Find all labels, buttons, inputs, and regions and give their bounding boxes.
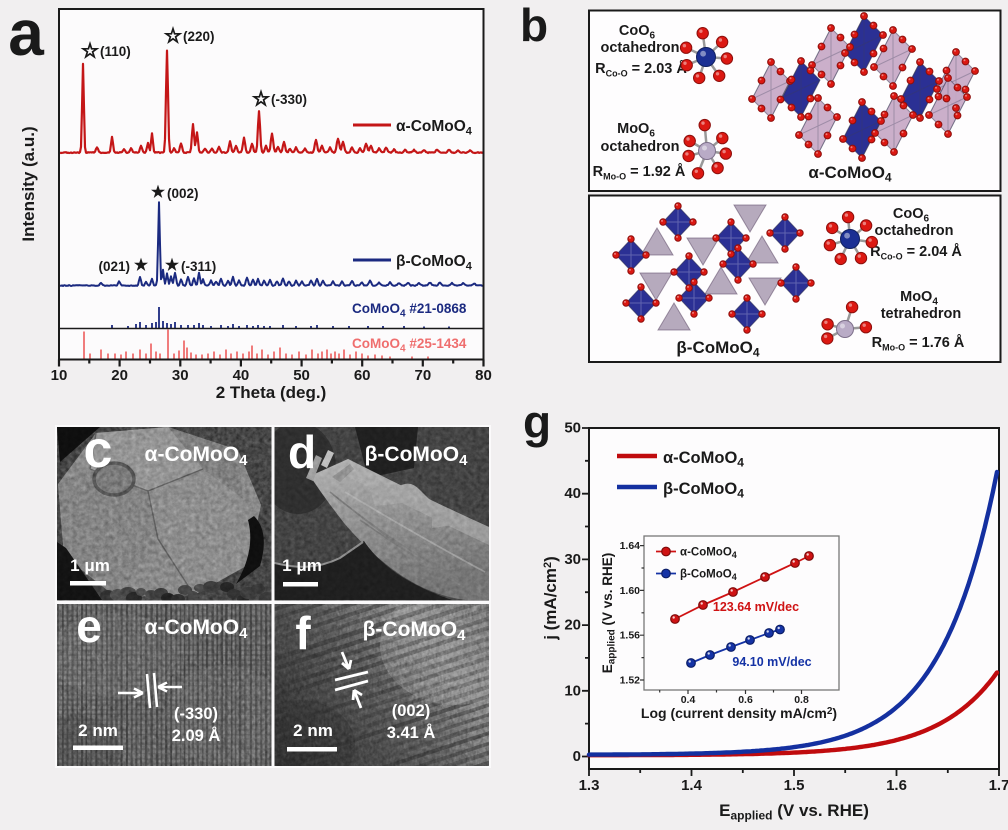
svg-text:1 μm: 1 μm bbox=[70, 556, 110, 575]
svg-text:α-CoMoO4: α-CoMoO4 bbox=[145, 443, 249, 469]
svg-text:octahedron: octahedron bbox=[875, 223, 954, 239]
svg-text:10: 10 bbox=[51, 367, 68, 384]
svg-text:α-CoMoO4: α-CoMoO4 bbox=[808, 163, 892, 185]
svg-text:c: c bbox=[84, 421, 113, 479]
svg-text:40: 40 bbox=[233, 367, 250, 384]
svg-text:10: 10 bbox=[564, 682, 581, 699]
svg-text:1.6: 1.6 bbox=[886, 777, 907, 794]
svg-text:CoMoO4 #25-1434: CoMoO4 #25-1434 bbox=[352, 336, 467, 355]
svg-text:50: 50 bbox=[564, 420, 581, 437]
svg-text:1.4: 1.4 bbox=[681, 777, 703, 794]
svg-text:tetrahedron: tetrahedron bbox=[881, 306, 962, 322]
svg-text:20: 20 bbox=[564, 617, 581, 634]
svg-text:20: 20 bbox=[111, 367, 128, 384]
svg-text:Log (current density mA/cm2): Log (current density mA/cm2) bbox=[641, 705, 837, 721]
svg-text:(002): (002) bbox=[167, 186, 199, 201]
svg-text:70: 70 bbox=[414, 367, 431, 384]
svg-text:3.41 Å: 3.41 Å bbox=[387, 723, 436, 742]
svg-text:d: d bbox=[288, 426, 316, 478]
svg-text:α-CoMoO4: α-CoMoO4 bbox=[680, 547, 737, 561]
svg-text:RMo-O = 1.92 Å: RMo-O = 1.92 Å bbox=[593, 163, 686, 182]
svg-text:(002): (002) bbox=[392, 702, 431, 720]
svg-text:f: f bbox=[295, 607, 311, 659]
svg-text:50: 50 bbox=[293, 367, 310, 384]
svg-text:CoMoO4 #21-0868: CoMoO4 #21-0868 bbox=[352, 301, 467, 320]
svg-text:40: 40 bbox=[564, 485, 581, 502]
svg-text:α-CoMoO4: α-CoMoO4 bbox=[663, 449, 744, 470]
svg-text:g: g bbox=[523, 396, 551, 448]
svg-text:2.09 Å: 2.09 Å bbox=[172, 726, 221, 745]
svg-text:(220): (220) bbox=[183, 29, 215, 44]
svg-text:β-CoMoO4: β-CoMoO4 bbox=[663, 480, 744, 501]
svg-text:0.8: 0.8 bbox=[794, 694, 809, 706]
svg-text:octahedron: octahedron bbox=[601, 139, 680, 155]
svg-text:β-CoMoO4: β-CoMoO4 bbox=[676, 338, 759, 360]
svg-text:(-330): (-330) bbox=[174, 705, 218, 723]
svg-text:MoO6: MoO6 bbox=[617, 121, 655, 140]
svg-text:α-CoMoO4: α-CoMoO4 bbox=[396, 118, 473, 138]
svg-text:1.5: 1.5 bbox=[784, 777, 805, 794]
svg-text:1.7: 1.7 bbox=[989, 777, 1008, 794]
svg-text:0.4: 0.4 bbox=[681, 694, 696, 706]
svg-text:30: 30 bbox=[564, 551, 581, 568]
svg-text:Intensity (a.u.): Intensity (a.u.) bbox=[19, 126, 38, 241]
svg-text:α-CoMoO4: α-CoMoO4 bbox=[145, 616, 249, 642]
svg-text:CoO6: CoO6 bbox=[619, 23, 656, 42]
svg-text:Eapplied (V vs. RHE): Eapplied (V vs. RHE) bbox=[719, 801, 869, 823]
svg-text:2 nm: 2 nm bbox=[78, 721, 118, 740]
svg-text:60: 60 bbox=[354, 367, 371, 384]
svg-text:0.6: 0.6 bbox=[738, 694, 753, 706]
svg-text:2 nm: 2 nm bbox=[293, 721, 333, 740]
svg-text:(-330): (-330) bbox=[271, 92, 307, 107]
svg-text:(-311): (-311) bbox=[181, 259, 216, 274]
svg-text:1.3: 1.3 bbox=[579, 777, 600, 794]
svg-text:94.10 mV/dec: 94.10 mV/dec bbox=[732, 655, 811, 669]
svg-text:(021): (021) bbox=[98, 259, 130, 274]
svg-text:β-CoMoO4: β-CoMoO4 bbox=[680, 569, 737, 583]
svg-text:octahedron: octahedron bbox=[601, 40, 680, 56]
svg-text:e: e bbox=[76, 600, 102, 652]
svg-text:β-CoMoO4: β-CoMoO4 bbox=[365, 443, 468, 469]
svg-text:2 Theta (deg.): 2 Theta (deg.) bbox=[216, 383, 327, 402]
svg-text:80: 80 bbox=[475, 367, 492, 384]
svg-text:CoO6: CoO6 bbox=[893, 206, 930, 225]
svg-text:j (mA/cm2): j (mA/cm2) bbox=[541, 556, 560, 641]
svg-text:β-CoMoO4: β-CoMoO4 bbox=[363, 618, 466, 644]
svg-text:1.56: 1.56 bbox=[620, 630, 641, 642]
svg-text:b: b bbox=[520, 0, 548, 51]
svg-text:123.64 mV/dec: 123.64 mV/dec bbox=[713, 600, 799, 614]
svg-text:1 μm: 1 μm bbox=[282, 556, 322, 575]
svg-text:β-CoMoO4: β-CoMoO4 bbox=[396, 253, 473, 273]
svg-text:0: 0 bbox=[573, 748, 581, 765]
svg-text:MoO4: MoO4 bbox=[900, 289, 938, 308]
svg-text:30: 30 bbox=[172, 367, 189, 384]
svg-text:1.64: 1.64 bbox=[620, 540, 641, 552]
svg-text:1.52: 1.52 bbox=[620, 675, 641, 687]
svg-text:RMo-O = 1.76 Å: RMo-O = 1.76 Å bbox=[872, 334, 965, 353]
svg-text:a: a bbox=[8, 0, 44, 69]
svg-text:(110): (110) bbox=[100, 44, 131, 59]
svg-text:1.60: 1.60 bbox=[620, 585, 641, 597]
